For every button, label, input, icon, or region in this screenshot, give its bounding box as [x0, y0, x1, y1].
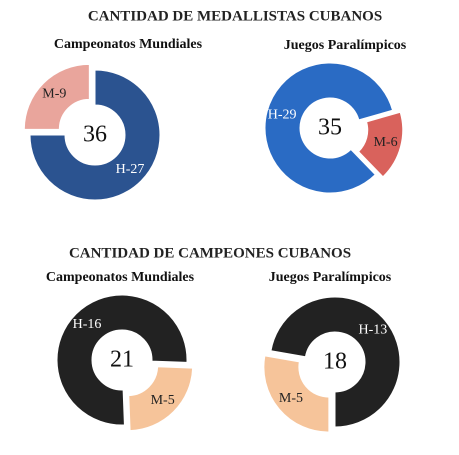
- value-label: H-16: [73, 317, 102, 332]
- center-total: 18: [323, 349, 347, 375]
- center-disc: [307, 334, 363, 390]
- donut-slice: [29, 69, 161, 201]
- value-label: M-5: [151, 393, 175, 408]
- center-disc: [94, 332, 150, 388]
- value-label: H-13: [359, 322, 388, 337]
- chart-title: Campeonatos Mundiales: [54, 37, 203, 52]
- chart-title: Campeonatos Mundiales: [46, 270, 195, 285]
- donut-slice: [357, 111, 404, 178]
- donut-slice: [56, 294, 188, 426]
- donut-slice: [128, 366, 194, 432]
- value-label: M-6: [373, 135, 397, 150]
- center-total: 21: [110, 347, 134, 373]
- donut-slice: [23, 63, 90, 130]
- value-label: M-9: [42, 87, 66, 102]
- chart-title: Juegos Paralímpicos: [284, 38, 407, 53]
- donut-slice: [270, 296, 401, 428]
- center-total: 35: [318, 115, 342, 141]
- donut-slice: [264, 62, 394, 194]
- chart-title: Juegos Paralímpicos: [269, 270, 392, 285]
- donut-slice: [263, 355, 330, 433]
- value-label: H-29: [268, 107, 297, 122]
- value-label: H-27: [116, 162, 145, 177]
- value-label: M-5: [279, 391, 303, 406]
- center-disc: [67, 107, 123, 163]
- section-heading: CANTIDAD DE CAMPEONES CUBANOS: [69, 245, 351, 261]
- section-heading: CANTIDAD DE MEDALLISTAS CUBANOS: [88, 8, 382, 24]
- center-disc: [302, 100, 358, 156]
- center-total: 36: [83, 122, 107, 148]
